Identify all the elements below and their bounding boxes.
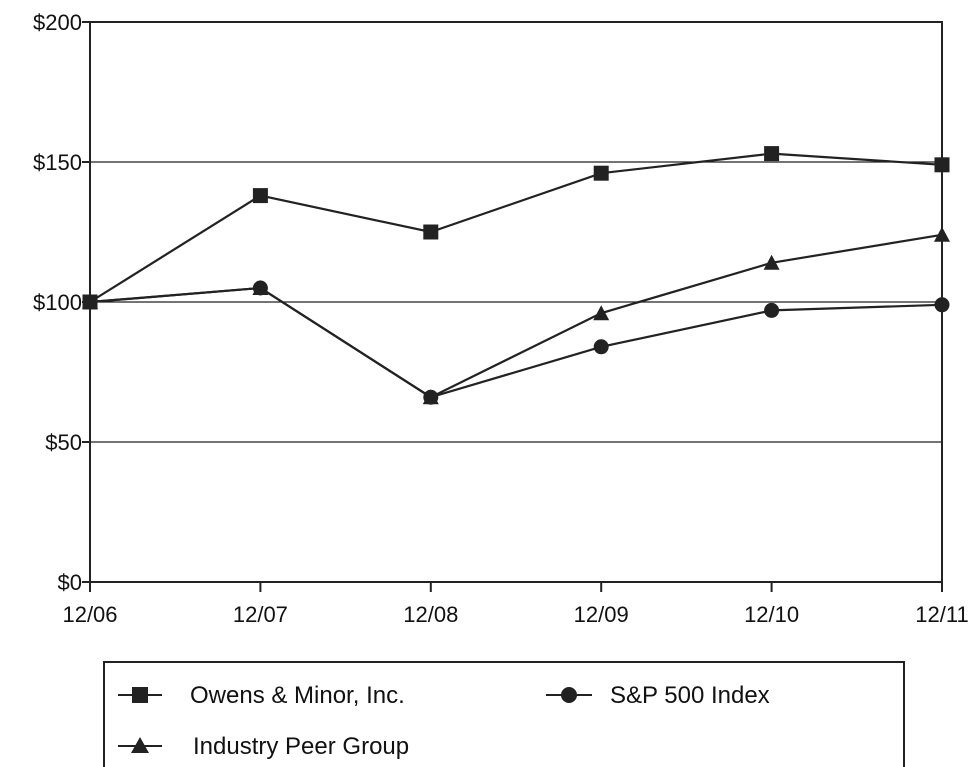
legend-item-sp500: S&P 500 Index: [546, 682, 770, 709]
x-tick-label: 12/11: [915, 602, 968, 627]
data-point-square: [252, 188, 268, 204]
data-point-circle: [764, 302, 780, 318]
data-point-circle: [423, 389, 439, 405]
legend-item-industry-peer-group: Industry Peer Group: [118, 733, 409, 760]
y-tick-label: $0: [58, 570, 82, 595]
triangle-marker-icon: [131, 737, 149, 753]
data-point-circle: [593, 339, 609, 355]
y-tick-label: $150: [33, 150, 82, 175]
circle-marker-icon: [561, 687, 577, 703]
x-tick-label: 12/07: [233, 602, 288, 627]
data-point-triangle: [934, 226, 950, 242]
legend-label-sp500: S&P 500 Index: [610, 682, 770, 709]
data-point-square: [82, 294, 98, 310]
x-axis-ticks: 12/06 12/07 12/08 12/09 12/10 12/11: [62, 582, 969, 627]
x-tick-label: 12/06: [62, 602, 117, 627]
legend-label-industry-peer-group: Industry Peer Group: [193, 733, 409, 760]
data-point-triangle: [593, 305, 610, 321]
data-point-circle: [252, 280, 268, 296]
data-point-square: [934, 157, 950, 173]
y-tick-label: $100: [33, 290, 82, 315]
y-axis-ticks: $0 $50 $100 $150 $200: [33, 10, 90, 595]
data-point-square: [423, 224, 439, 240]
data-point-circle: [934, 297, 950, 313]
y-tick-label: $200: [33, 10, 82, 35]
x-tick-label: 12/10: [744, 602, 799, 627]
grid-lines: [90, 161, 942, 443]
series-line-circle: [89, 286, 943, 399]
data-point-triangle: [763, 254, 780, 270]
legend-box: [103, 661, 905, 767]
data-point-square: [593, 165, 609, 181]
series-markers: [82, 146, 950, 405]
legend-item-owens-minor: Owens & Minor, Inc.: [118, 682, 405, 709]
series-line-square: [89, 152, 943, 303]
data-point-square: [764, 146, 780, 162]
x-tick-label: 12/09: [574, 602, 629, 627]
x-tick-label: 12/08: [403, 602, 458, 627]
legend-label-owens-minor: Owens & Minor, Inc.: [190, 682, 405, 709]
series-lines: [89, 152, 943, 399]
y-tick-label: $50: [45, 430, 82, 455]
legend: Owens & Minor, Inc. S&P 500 Index Indust…: [103, 661, 905, 767]
square-marker-icon: [132, 687, 148, 703]
